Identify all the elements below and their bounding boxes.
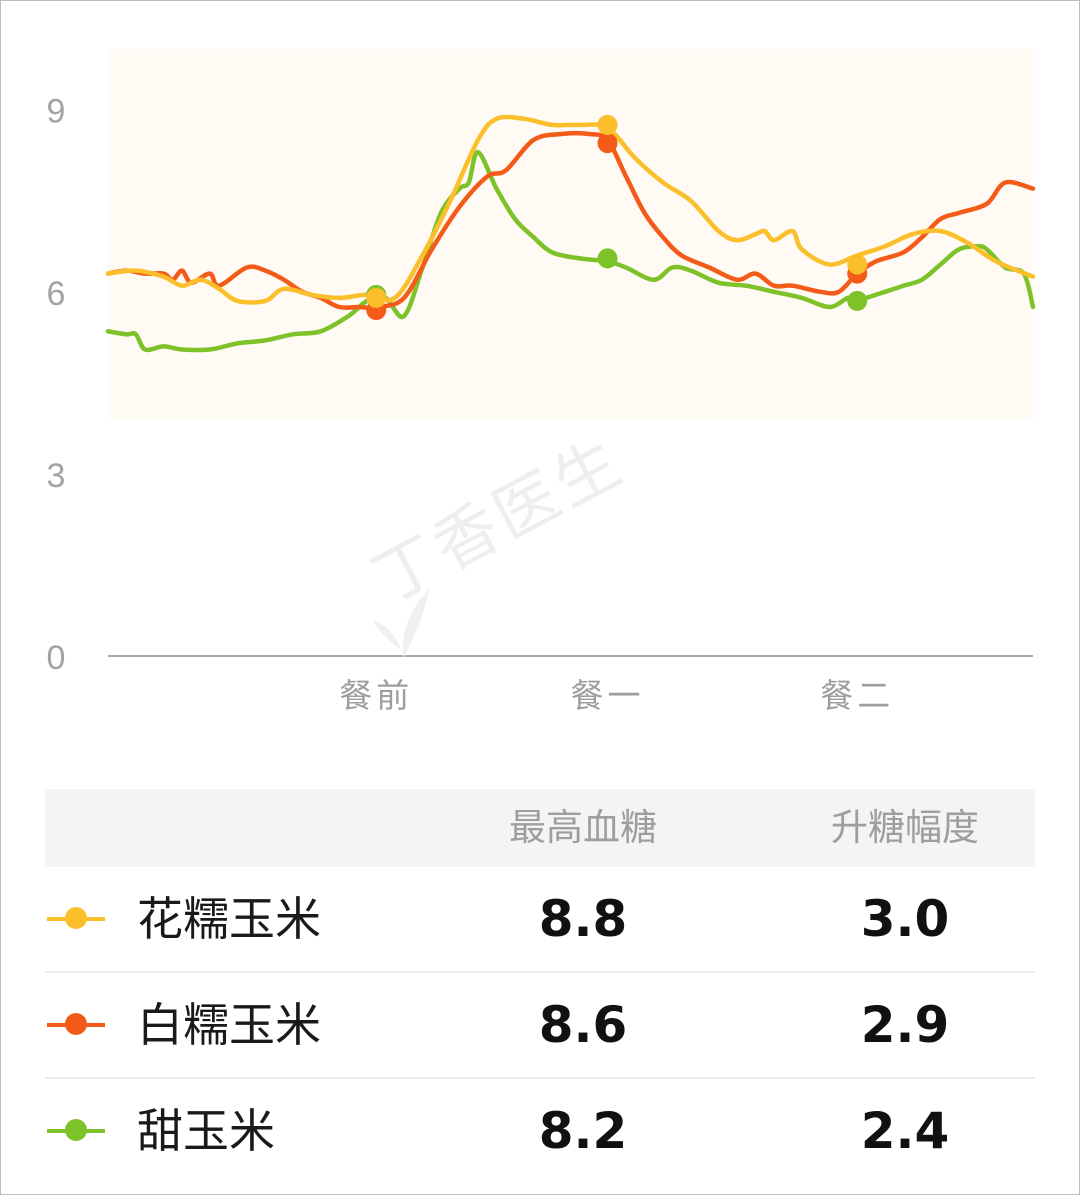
row-name: 白糯玉米 — [137, 998, 321, 1052]
row-rise: 2.9 — [860, 996, 950, 1054]
y-tick-label: 9 — [47, 93, 66, 131]
comparison-table: 最高血糖 升糖幅度 花糯玉米 8.8 3.0 白糯玉米 8.6 2.9 甜玉米 … — [45, 789, 1035, 1183]
series-line — [105, 114, 1036, 305]
row-rise: 3.0 — [860, 890, 950, 948]
x-tick-label: 餐前 — [339, 676, 413, 715]
y-tick-label: 3 — [47, 457, 66, 495]
header-glucose-rise: 升糖幅度 — [831, 806, 979, 849]
target-range-band — [108, 49, 1033, 420]
row-max: 8.8 — [538, 890, 628, 948]
glucose-line-chart: 0 3 6 9 餐前 餐一 餐二 — [47, 49, 1036, 715]
series-point — [847, 290, 868, 311]
series-line — [105, 149, 1036, 353]
series-point — [366, 287, 387, 308]
table-row: 花糯玉米 8.8 3.0 — [45, 867, 1035, 973]
watermark-leaf-icon — [372, 588, 430, 658]
y-tick-label: 0 — [47, 639, 66, 677]
series-point — [597, 248, 618, 269]
table-row: 甜玉米 8.2 2.4 — [45, 1079, 1035, 1183]
table-header: 最高血糖 升糖幅度 — [45, 789, 1035, 867]
row-max: 8.2 — [538, 1102, 628, 1160]
row-name: 甜玉米 — [137, 1104, 275, 1158]
row-name: 花糯玉米 — [137, 892, 321, 946]
series-point — [597, 133, 618, 154]
x-tick-label: 餐二 — [820, 676, 894, 715]
header-max-glucose: 最高血糖 — [509, 806, 657, 849]
row-rise: 2.4 — [860, 1102, 950, 1160]
row-max: 8.6 — [538, 996, 628, 1054]
x-tick-label: 餐一 — [571, 676, 645, 715]
table-row: 白糯玉米 8.6 2.9 — [45, 973, 1035, 1079]
legend-marker-icon — [47, 1013, 105, 1035]
legend-marker-icon — [47, 1119, 105, 1141]
legend-marker-icon — [47, 907, 105, 929]
series-point — [847, 254, 868, 275]
series-point — [597, 114, 618, 135]
y-tick-label: 6 — [47, 275, 66, 313]
